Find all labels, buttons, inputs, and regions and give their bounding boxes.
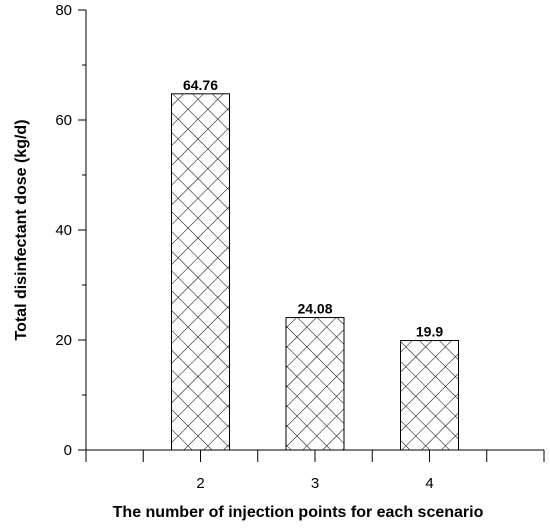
y-tick-label: 0 bbox=[64, 442, 72, 459]
data-label-3: 24.08 bbox=[297, 301, 332, 317]
y-axis-title: Total disinfectant dose (kg/d) bbox=[13, 119, 30, 340]
y-axis: 0 20 40 60 80 bbox=[55, 2, 87, 459]
y-tick-label: 40 bbox=[55, 222, 72, 239]
data-label-2: 64.76 bbox=[183, 77, 218, 93]
x-tick-label-3: 3 bbox=[311, 475, 319, 492]
bar-2 bbox=[171, 93, 230, 451]
x-axis: 2 3 4 bbox=[85, 449, 545, 492]
x-tick-label-4: 4 bbox=[425, 475, 433, 492]
bar-4 bbox=[400, 340, 459, 451]
x-axis-title: The number of injection points for each … bbox=[113, 504, 484, 521]
data-label-4: 19.9 bbox=[416, 324, 443, 340]
bars-group: 64.76 24.08 19.9 bbox=[171, 77, 459, 451]
bar-3 bbox=[285, 317, 345, 451]
y-tick-label: 20 bbox=[55, 332, 72, 349]
x-tick-label-2: 2 bbox=[196, 475, 204, 492]
y-tick-label: 80 bbox=[55, 2, 72, 19]
y-tick-label: 60 bbox=[55, 112, 72, 129]
